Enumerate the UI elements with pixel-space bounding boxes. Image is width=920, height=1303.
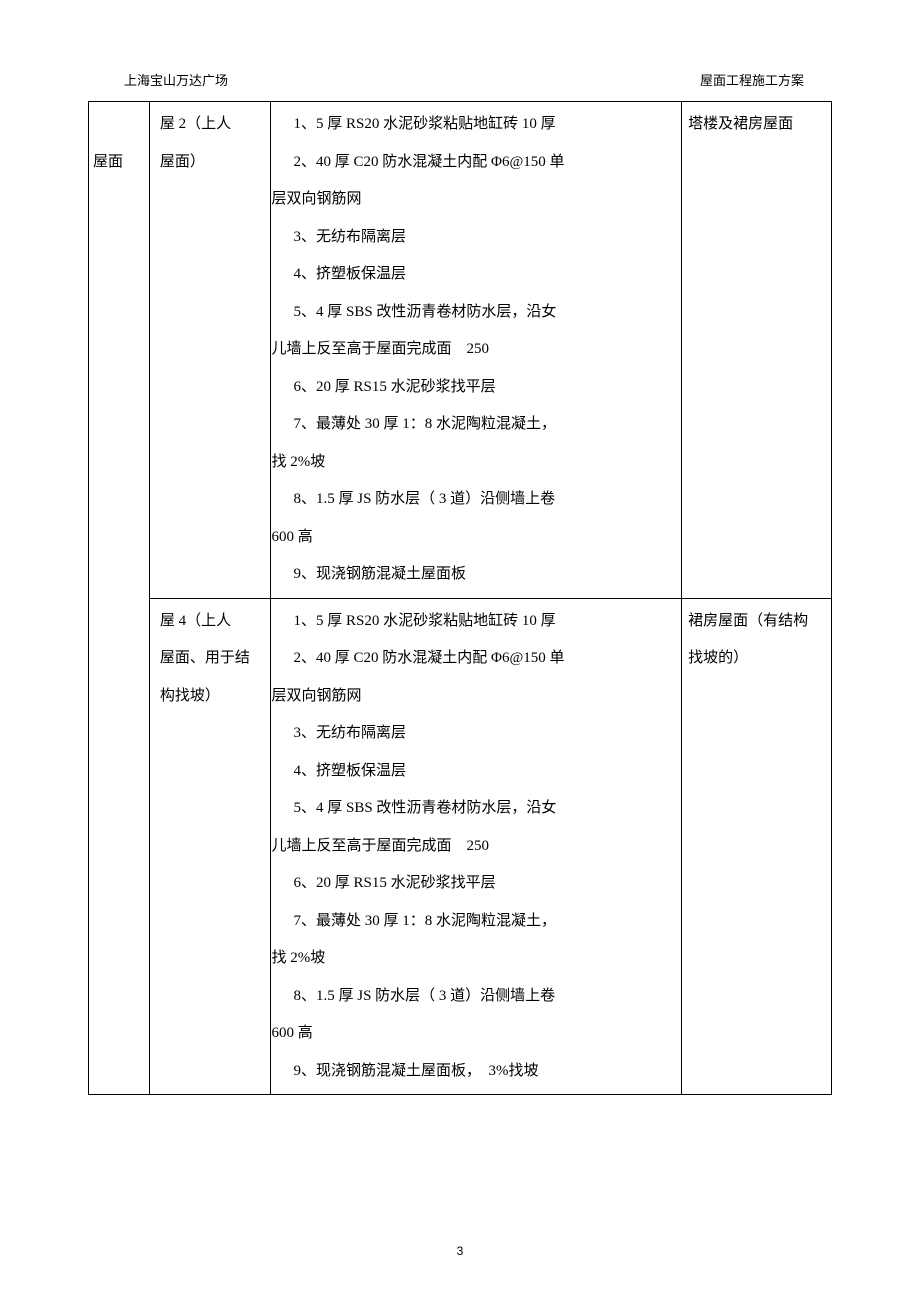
layer-line: 8、1.5 厚 JS 防水层（ 3 道）沿侧墙上卷 xyxy=(271,978,677,1016)
layer-line: 5、4 厚 SBS 改性沥青卷材防水层，沿女 xyxy=(271,294,677,332)
layer-line: 8、1.5 厚 JS 防水层（ 3 道）沿侧墙上卷 xyxy=(271,481,677,519)
category-label: 屋面 xyxy=(93,144,143,182)
col2-name: 屋 2（上人 屋面） xyxy=(149,102,271,599)
table-row: 屋 4（上人 屋面、用于结 构找坡） 1、5 厚 RS20 水泥砂浆粘贴地缸砖 … xyxy=(89,598,832,1095)
layer-line: 7、最薄处 30 厚 1：8 水泥陶粒混凝土， xyxy=(271,406,677,444)
layer-line: 5、4 厚 SBS 改性沥青卷材防水层，沿女 xyxy=(271,790,677,828)
col2-line: 屋 2（上人 xyxy=(160,106,265,144)
layer-line: 1、5 厚 RS20 水泥砂浆粘贴地缸砖 10 厚 xyxy=(271,603,677,641)
col4-location: 塔楼及裙房屋面 xyxy=(682,102,832,599)
layer-line: 600 高 xyxy=(271,1015,677,1053)
col2-line: 屋 4（上人 xyxy=(160,603,265,641)
layer-line: 6、20 厚 RS15 水泥砂浆找平层 xyxy=(271,369,677,407)
layer-line: 找 2%坡 xyxy=(271,444,677,482)
col1-category: 屋面 xyxy=(89,102,150,1095)
layer-line: 4、挤塑板保温层 xyxy=(271,753,677,791)
col4-line: 裙房屋面（有结构 xyxy=(688,603,825,641)
layer-line: 9、现浇钢筋混凝土屋面板， 3%找坡 xyxy=(271,1053,677,1091)
layer-line: 找 2%坡 xyxy=(271,940,677,978)
col2-line: 屋面） xyxy=(160,144,265,182)
construction-table: 屋面 屋 2（上人 屋面） 1、5 厚 RS20 水泥砂浆粘贴地缸砖 10 厚 … xyxy=(88,101,832,1095)
layer-line: 600 高 xyxy=(271,519,677,557)
col4-line: 塔楼及裙房屋面 xyxy=(688,106,825,144)
layer-line: 层双向钢筋网 xyxy=(271,678,677,716)
layer-line: 6、20 厚 RS15 水泥砂浆找平层 xyxy=(271,865,677,903)
col3-layers: 1、5 厚 RS20 水泥砂浆粘贴地缸砖 10 厚 2、40 厚 C20 防水混… xyxy=(271,102,682,599)
layer-line: 3、无纺布隔离层 xyxy=(271,715,677,753)
layer-line: 1、5 厚 RS20 水泥砂浆粘贴地缸砖 10 厚 xyxy=(271,106,677,144)
col4-line: 找坡的） xyxy=(688,640,825,678)
page-header: 上海宝山万达广场 屋面工程施工方案 xyxy=(88,70,832,89)
page-number: 3 xyxy=(457,1244,464,1258)
layer-line: 7、最薄处 30 厚 1：8 水泥陶粒混凝土， xyxy=(271,903,677,941)
layer-line: 4、挤塑板保温层 xyxy=(271,256,677,294)
layer-line: 儿墙上反至高于屋面完成面 250 xyxy=(271,331,677,369)
col2-line: 构找坡） xyxy=(160,678,265,716)
col4-location: 裙房屋面（有结构 找坡的） xyxy=(682,598,832,1095)
header-right: 屋面工程施工方案 xyxy=(700,70,804,89)
layer-line: 儿墙上反至高于屋面完成面 250 xyxy=(271,828,677,866)
layer-line: 2、40 厚 C20 防水混凝土内配 Φ6@150 单 xyxy=(271,640,677,678)
layer-line: 层双向钢筋网 xyxy=(271,181,677,219)
header-left: 上海宝山万达广场 xyxy=(124,70,228,89)
col3-layers: 1、5 厚 RS20 水泥砂浆粘贴地缸砖 10 厚 2、40 厚 C20 防水混… xyxy=(271,598,682,1095)
table-row: 屋面 屋 2（上人 屋面） 1、5 厚 RS20 水泥砂浆粘贴地缸砖 10 厚 … xyxy=(89,102,832,599)
layer-line: 9、现浇钢筋混凝土屋面板 xyxy=(271,556,677,594)
layer-line: 2、40 厚 C20 防水混凝土内配 Φ6@150 单 xyxy=(271,144,677,182)
col2-line: 屋面、用于结 xyxy=(160,640,265,678)
col2-name: 屋 4（上人 屋面、用于结 构找坡） xyxy=(149,598,271,1095)
layer-line: 3、无纺布隔离层 xyxy=(271,219,677,257)
